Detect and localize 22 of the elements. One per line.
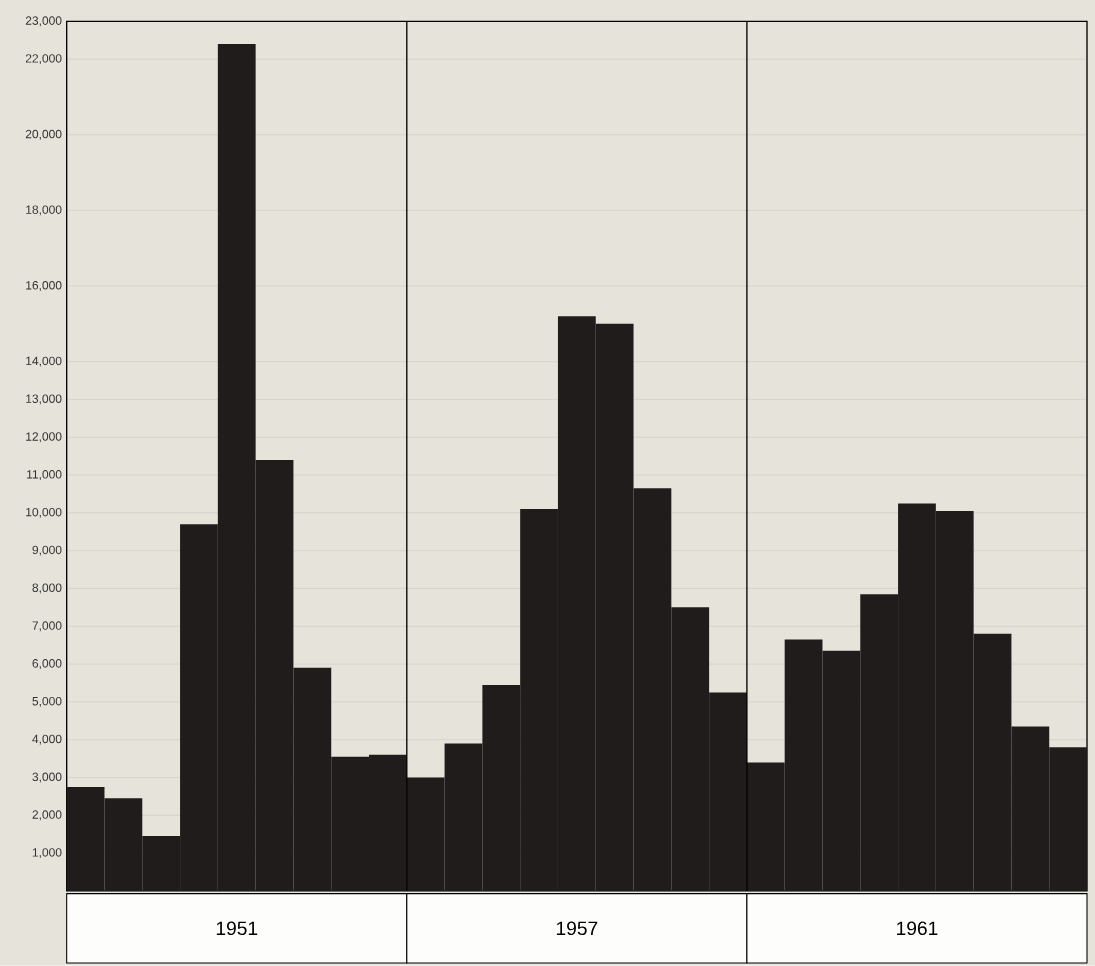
y-tick-label: 8,000 [32,583,62,594]
y-tick-label: 3,000 [32,772,62,783]
y-tick-label: 18,000 [26,205,62,216]
text: 1951 [216,921,258,936]
y-tick-label: 5,000 [32,697,62,708]
y-tick-label: 23,000 [25,16,62,27]
text: 1957 [556,921,598,936]
y-tick-label: 11,000 [27,470,62,481]
y-tick-label: 22,000 [25,54,62,65]
y-tick-label: 6,000 [32,659,62,670]
y-tick-label: 16,000 [26,281,62,292]
y-tick-label: 2,000 [32,810,62,821]
y-tick-label: 4,000 [32,734,62,745]
y-tick-label: 10,000 [26,508,62,518]
y-tick-label: 1,000 [32,848,62,859]
y-tick-label: 20,000 [25,129,62,140]
y-tick-label: 14,000 [26,356,62,367]
y-tick-label: 9,000 [32,545,62,556]
y-tick-label: 12,000 [26,432,62,443]
y-tick-label: 7,000 [32,621,62,632]
y-tick-label: 13,000 [26,394,62,405]
text: 1961 [897,921,938,936]
